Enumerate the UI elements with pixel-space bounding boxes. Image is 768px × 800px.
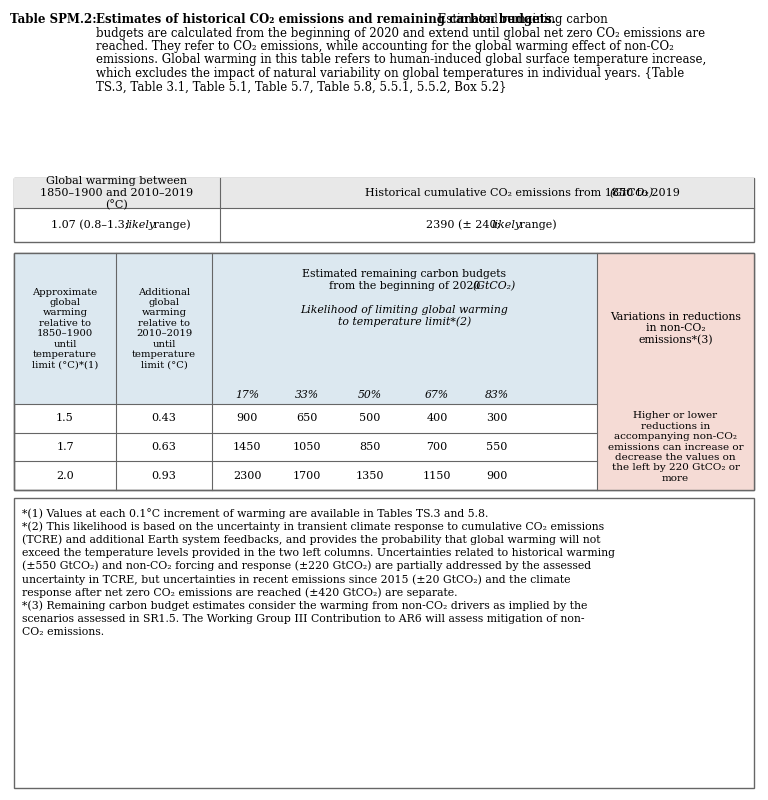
- Text: 2300: 2300: [233, 470, 261, 481]
- Text: (GtCO₂): (GtCO₂): [472, 281, 516, 291]
- Bar: [14, 253, 597, 404]
- Text: 300: 300: [486, 414, 508, 423]
- Text: *(1) Values at each 0.1°C increment of warming are available in Tables TS.3 and : *(1) Values at each 0.1°C increment of w…: [22, 508, 488, 519]
- Text: 1700: 1700: [293, 470, 321, 481]
- Text: which excludes the impact of natural variability on global temperatures in indiv: which excludes the impact of natural var…: [96, 67, 684, 80]
- Text: 2390 (± 240;: 2390 (± 240;: [425, 220, 503, 230]
- Text: 650: 650: [296, 414, 318, 423]
- Text: (±550 GtCO₂) and non-CO₂ forcing and response (±220 GtCO₂) are partially address: (±550 GtCO₂) and non-CO₂ forcing and res…: [22, 561, 591, 571]
- Text: 850: 850: [359, 442, 381, 452]
- Text: 900: 900: [486, 470, 508, 481]
- Text: 50%: 50%: [358, 390, 382, 400]
- Text: Estimated remaining carbon budgets
from the beginning of 2020: Estimated remaining carbon budgets from …: [303, 269, 507, 290]
- Text: 67%: 67%: [425, 390, 449, 400]
- Text: *(2) This likelihood is based on the uncertainty in transient climate response t: *(2) This likelihood is based on the unc…: [22, 522, 604, 532]
- Text: (GtCO₂): (GtCO₂): [609, 188, 654, 198]
- Text: scenarios assessed in SR1.5. The Working Group III Contribution to AR6 will asse: scenarios assessed in SR1.5. The Working…: [22, 614, 584, 623]
- Bar: [14, 498, 754, 788]
- Text: 0.43: 0.43: [151, 414, 177, 423]
- Text: 900: 900: [237, 414, 258, 423]
- Text: 1.07 (0.8–1.3;: 1.07 (0.8–1.3;: [51, 220, 132, 230]
- Text: Global warming between
1850–1900 and 2010–2019
(°C): Global warming between 1850–1900 and 201…: [41, 176, 194, 210]
- Bar: [14, 253, 754, 490]
- Text: response after net zero CO₂ emissions are reached (±420 GtCO₂) are separate.: response after net zero CO₂ emissions ar…: [22, 587, 458, 598]
- Bar: [14, 178, 754, 208]
- Text: uncertainty in TCRE, but uncertainties in recent emissions since 2015 (±20 GtCO₂: uncertainty in TCRE, but uncertainties i…: [22, 574, 571, 585]
- Text: 500: 500: [359, 414, 381, 423]
- Text: 400: 400: [426, 414, 448, 423]
- Text: 1150: 1150: [422, 470, 452, 481]
- Text: 700: 700: [426, 442, 448, 452]
- Text: budgets are calculated from the beginning of 2020 and extend until global net ze: budgets are calculated from the beginnin…: [96, 26, 705, 39]
- Text: *(3) Remaining carbon budget estimates consider the warming from non-CO₂ drivers: *(3) Remaining carbon budget estimates c…: [22, 600, 588, 611]
- Text: Table SPM.2:: Table SPM.2:: [10, 13, 97, 26]
- Text: 2.0: 2.0: [56, 470, 74, 481]
- Text: Likelihood of limiting global warming
to temperature limit*(2): Likelihood of limiting global warming to…: [300, 305, 508, 327]
- Text: 33%: 33%: [295, 390, 319, 400]
- Text: range): range): [150, 220, 190, 230]
- Text: reached. They refer to CO₂ emissions, while accounting for the global warming ef: reached. They refer to CO₂ emissions, wh…: [96, 40, 674, 53]
- Text: likely: likely: [126, 220, 156, 230]
- Bar: [14, 253, 754, 490]
- Text: Historical cumulative CO₂ emissions from 1850 to 2019: Historical cumulative CO₂ emissions from…: [365, 188, 684, 198]
- Text: 83%: 83%: [485, 390, 509, 400]
- Text: 0.63: 0.63: [151, 442, 177, 452]
- Text: range): range): [515, 220, 556, 230]
- Text: 1050: 1050: [293, 442, 321, 452]
- Text: 1350: 1350: [356, 470, 384, 481]
- Text: likely: likely: [492, 220, 521, 230]
- Text: CO₂ emissions.: CO₂ emissions.: [22, 626, 104, 637]
- Text: 17%: 17%: [235, 390, 259, 400]
- Bar: [14, 178, 754, 242]
- Text: 1.7: 1.7: [56, 442, 74, 452]
- Text: 1450: 1450: [233, 442, 261, 452]
- Text: 0.93: 0.93: [151, 470, 177, 481]
- Text: Estimates of historical CO₂ emissions and remaining carbon budgets.: Estimates of historical CO₂ emissions an…: [96, 13, 556, 26]
- Text: TS.3, Table 3.1, Table 5.1, Table 5.7, Table 5.8, 5.5.1, 5.5.2, Box 5.2}: TS.3, Table 3.1, Table 5.1, Table 5.7, T…: [96, 81, 507, 94]
- Text: Additional
global
warming
relative to
2010–2019
until
temperature
limit (°C): Additional global warming relative to 20…: [132, 288, 196, 370]
- Bar: [597, 253, 754, 490]
- Text: Estimated remaining carbon: Estimated remaining carbon: [434, 13, 607, 26]
- Text: 1.5: 1.5: [56, 414, 74, 423]
- Text: Higher or lower
reductions in
accompanying non-CO₂
emissions can increase or
dec: Higher or lower reductions in accompanyi…: [607, 411, 743, 482]
- Text: emissions. Global warming in this table refers to human-induced global surface t: emissions. Global warming in this table …: [96, 54, 707, 66]
- Text: exceed the temperature levels provided in the two left columns. Uncertainties re: exceed the temperature levels provided i…: [22, 547, 615, 558]
- Text: Variations in reductions
in non-CO₂
emissions*(3): Variations in reductions in non-CO₂ emis…: [610, 312, 741, 346]
- Text: (TCRE) and additional Earth system feedbacks, and provides the probability that : (TCRE) and additional Earth system feedb…: [22, 534, 601, 545]
- Text: 550: 550: [486, 442, 508, 452]
- Text: Approximate
global
warming
relative to
1850–1900
until
temperature
limit (°C)*(1: Approximate global warming relative to 1…: [31, 288, 98, 370]
